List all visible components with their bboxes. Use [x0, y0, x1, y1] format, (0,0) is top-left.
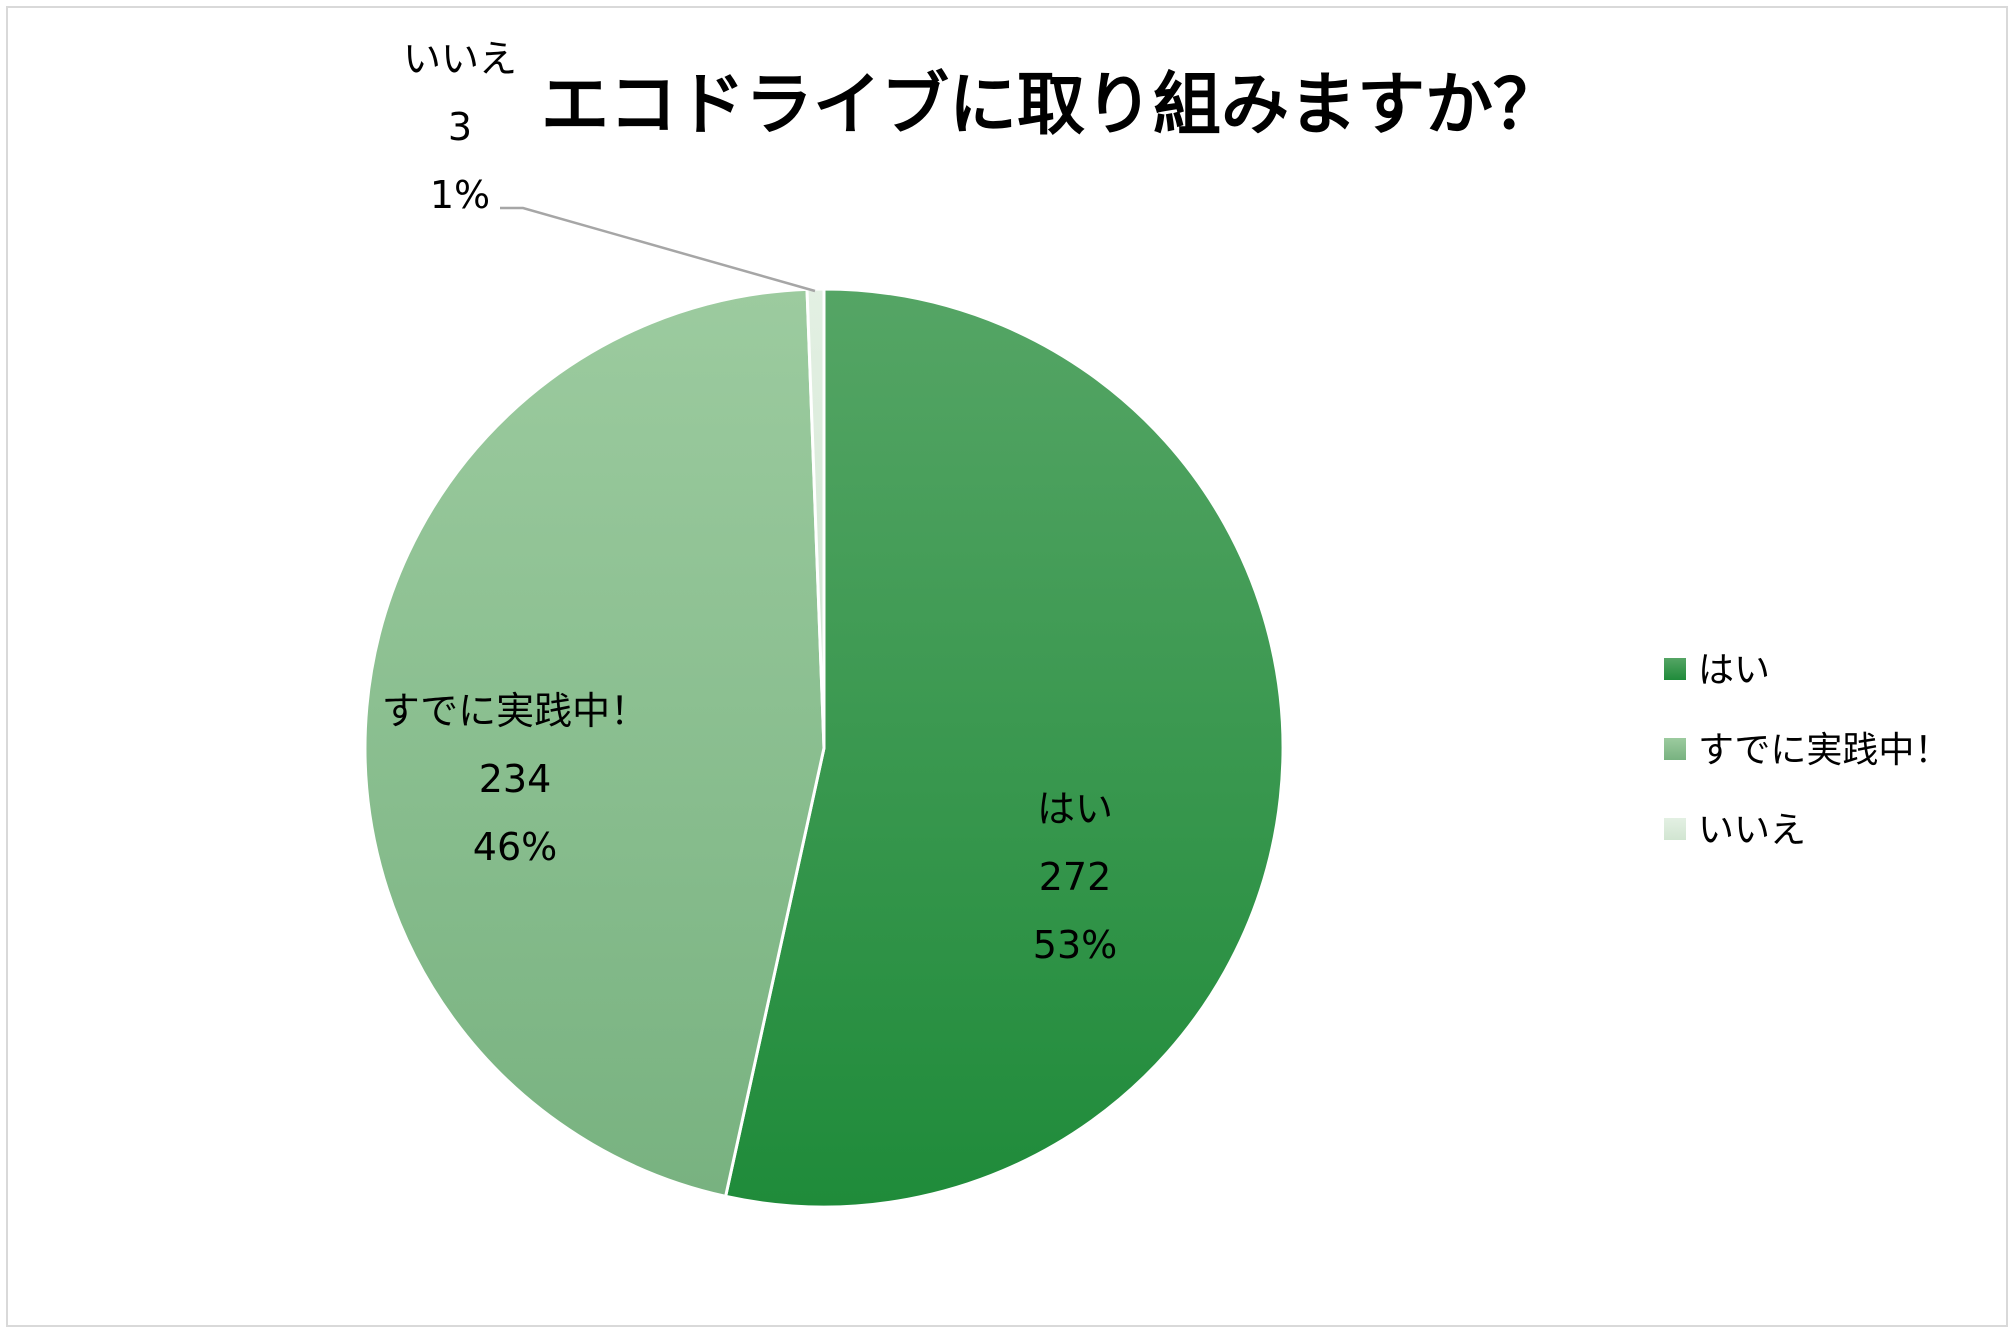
data-label-category-already: すでに実践中！ [382, 689, 648, 733]
data-label-percent-no: 1% [430, 173, 490, 217]
pie-slices [363, 287, 1285, 1209]
data-label-category-no: いいえ [403, 37, 517, 81]
legend: はい すでに実践中！ いいえ [1664, 650, 1950, 851]
leader-line-no [500, 206, 816, 293]
data-label-value-already: 234 [479, 757, 552, 801]
data-label-category-yes: はい [1037, 787, 1113, 831]
data-label-percent-yes: 53% [1033, 923, 1117, 967]
data-label-value-yes: 272 [1039, 855, 1112, 899]
legend-swatch-already [1664, 738, 1686, 760]
pie-slice-yes [723, 287, 1285, 1209]
chart-title: エコドライブに取り組みますか？ [541, 66, 1561, 145]
legend-label-yes: はい [1698, 650, 1770, 691]
data-label-percent-already: 46% [473, 825, 557, 869]
legend-label-already: すでに実践中！ [1698, 730, 1950, 771]
legend-swatch-yes [1664, 658, 1686, 680]
legend-label-no: いいえ [1698, 810, 1806, 851]
data-label-value-no: 3 [448, 105, 472, 149]
pie-slice-already [363, 287, 826, 1199]
legend-swatch-no [1664, 818, 1686, 840]
